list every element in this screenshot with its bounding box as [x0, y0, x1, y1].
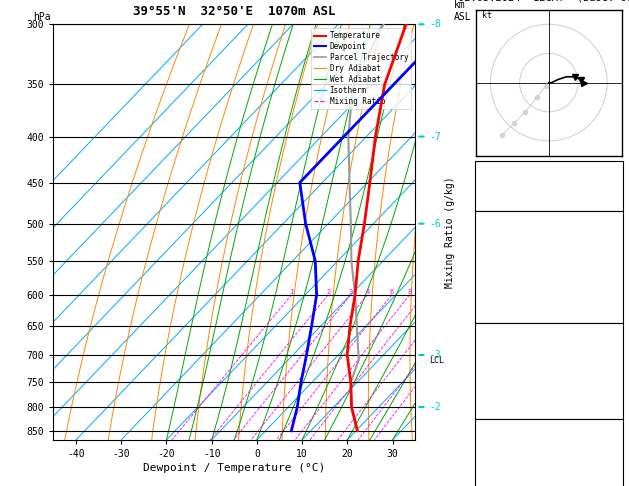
Text: Surface: Surface — [528, 216, 570, 226]
Text: -1: -1 — [607, 278, 619, 288]
Text: 39°55'N  32°50'E  1070m ASL: 39°55'N 32°50'E 1070m ASL — [133, 5, 335, 18]
Text: 1.35: 1.35 — [595, 197, 619, 207]
Text: 2: 2 — [326, 289, 330, 295]
Text: 302°: 302° — [595, 470, 619, 480]
Text: PW (cm): PW (cm) — [479, 197, 521, 207]
Text: Mixing Ratio (g/kg): Mixing Ratio (g/kg) — [445, 176, 455, 288]
Text: 351: 351 — [601, 294, 619, 303]
Text: Dewp (°C): Dewp (°C) — [479, 247, 533, 257]
Text: kt: kt — [482, 12, 492, 20]
Text: 6: 6 — [389, 289, 394, 295]
Text: Pressure (mb): Pressure (mb) — [479, 343, 557, 353]
Text: 4: 4 — [365, 289, 370, 295]
Text: Most Unstable: Most Unstable — [509, 328, 588, 337]
Text: 50: 50 — [607, 182, 619, 191]
Text: -2: -2 — [429, 402, 441, 412]
Text: -7: -7 — [429, 132, 441, 141]
Text: 3: 3 — [348, 289, 353, 295]
Text: CAPE (J): CAPE (J) — [479, 390, 526, 399]
Text: 29: 29 — [607, 166, 619, 176]
X-axis label: Dewpoint / Temperature (°C): Dewpoint / Temperature (°C) — [143, 463, 325, 473]
Text: 8: 8 — [408, 289, 412, 295]
Text: 02.05.2024  12GMT  (Base: 00): 02.05.2024 12GMT (Base: 00) — [458, 0, 629, 2]
Text: 1: 1 — [289, 289, 294, 295]
Text: Totals Totals: Totals Totals — [479, 182, 557, 191]
Text: km
ASL: km ASL — [454, 0, 472, 22]
Text: CAPE (J): CAPE (J) — [479, 294, 526, 303]
Text: 351: 351 — [601, 390, 619, 399]
Text: Lifted Index: Lifted Index — [479, 374, 550, 384]
Text: -6: -6 — [429, 219, 441, 228]
Text: 0: 0 — [613, 405, 619, 415]
Text: 20.3: 20.3 — [595, 231, 619, 241]
Text: EH: EH — [479, 439, 491, 449]
Text: 323: 323 — [601, 262, 619, 272]
Text: θᴇ(K): θᴇ(K) — [479, 262, 509, 272]
Text: © weatheronline.co.uk: © weatheronline.co.uk — [510, 474, 623, 484]
Text: 5.7: 5.7 — [601, 247, 619, 257]
Text: LCL: LCL — [429, 356, 444, 365]
Text: 323: 323 — [601, 359, 619, 368]
Text: -1: -1 — [607, 374, 619, 384]
Text: SREH: SREH — [479, 455, 503, 465]
Text: Hodograph: Hodograph — [522, 424, 576, 434]
Text: 0: 0 — [613, 309, 619, 319]
Text: 1: 1 — [613, 455, 619, 465]
Text: Lifted Index: Lifted Index — [479, 278, 550, 288]
Text: CIN (J): CIN (J) — [479, 309, 521, 319]
Text: hPa: hPa — [33, 12, 50, 22]
Text: Temp (°C): Temp (°C) — [479, 231, 533, 241]
Legend: Temperature, Dewpoint, Parcel Trajectory, Dry Adiabat, Wet Adiabat, Isotherm, Mi: Temperature, Dewpoint, Parcel Trajectory… — [311, 28, 411, 109]
Text: θᴇ (K): θᴇ (K) — [479, 359, 515, 368]
Text: StmDir: StmDir — [479, 470, 515, 480]
Text: K: K — [479, 166, 485, 176]
Text: -7: -7 — [607, 439, 619, 449]
Text: -3: -3 — [429, 350, 441, 360]
Text: -8: -8 — [429, 19, 441, 29]
Text: 888: 888 — [601, 343, 619, 353]
Text: CIN (J): CIN (J) — [479, 405, 521, 415]
